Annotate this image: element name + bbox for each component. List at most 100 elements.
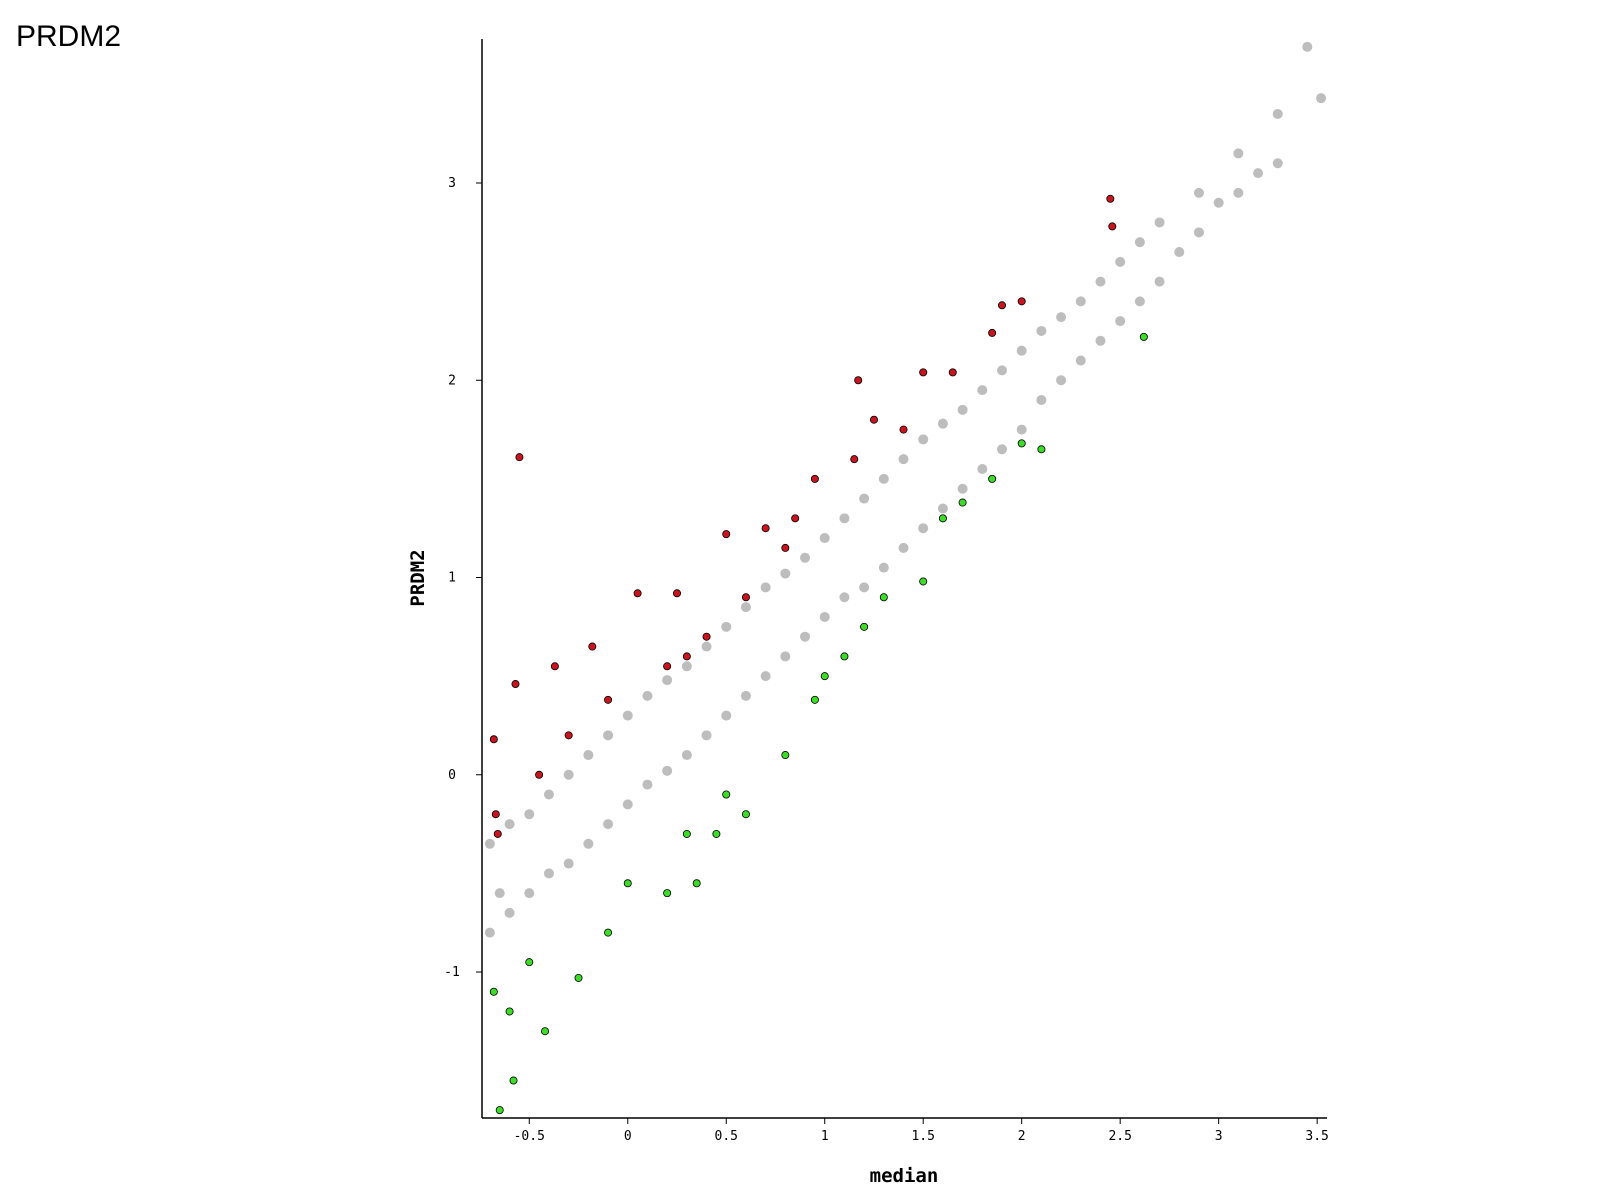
point [588,642,597,651]
point [1036,325,1047,336]
y-tick-label: 1 [448,571,456,586]
point [622,710,633,721]
point [524,888,535,899]
point [1134,237,1145,248]
point [574,973,583,982]
point [919,368,928,377]
point [1095,335,1106,346]
point [839,592,850,603]
point [541,1027,550,1036]
point [1115,256,1126,267]
point [682,829,691,838]
point [810,695,819,704]
point [741,593,750,602]
point [1174,247,1185,258]
point [1213,197,1224,208]
point [860,622,869,631]
x-tick-label: 0 [624,1129,632,1144]
point [918,523,929,534]
x-tick-label: 1.5 [911,1129,934,1144]
point [603,730,614,741]
point [491,810,500,819]
point [957,483,968,494]
point [997,365,1007,376]
point [604,928,613,937]
point [791,514,800,523]
point [681,750,692,761]
point [839,513,850,524]
x-axis-label: median [870,1165,939,1187]
chart-title: PRDM2 [16,20,121,53]
point [1108,222,1117,231]
y-axis-label: PRDM2 [407,549,429,606]
point [682,652,691,661]
point [879,593,888,602]
point [800,552,811,563]
point [550,662,559,671]
point [878,562,889,573]
point [840,652,849,661]
point [701,730,712,741]
point [957,404,968,415]
point [543,789,554,800]
point [1115,316,1126,327]
point [1036,394,1047,405]
point [878,473,889,484]
point [515,453,524,462]
point [819,533,830,544]
point [1017,297,1026,306]
y-tick-label: -1 [444,965,460,980]
point [760,582,771,593]
point [948,368,957,377]
point [1272,108,1283,119]
point [820,672,829,681]
point [800,631,811,642]
point [484,838,495,849]
point [722,790,731,799]
point [642,690,653,701]
point [524,809,535,820]
point [810,474,819,483]
point [1095,276,1106,287]
point [958,498,967,507]
point [859,582,870,593]
point [781,543,790,552]
point [937,418,948,429]
point [1075,296,1086,307]
point [1272,158,1283,169]
point [721,710,732,721]
point [819,611,830,622]
point [1154,217,1165,228]
point [918,434,929,445]
x-tick-label: 2.5 [1108,1129,1131,1144]
point [988,474,997,483]
point [1302,41,1313,52]
point [681,661,692,672]
point [504,907,515,918]
point [1134,296,1145,307]
point [1233,148,1244,159]
point [543,868,554,879]
point [937,503,948,514]
point [563,769,574,780]
point [603,819,614,830]
point [998,301,1007,310]
point [740,690,751,701]
point [859,493,870,504]
point [721,621,732,632]
point [673,589,682,598]
point [854,376,863,385]
point [494,888,505,899]
y-tick-label: 3 [448,176,456,191]
point [623,879,632,888]
point [495,1106,504,1115]
point [642,779,653,790]
point [780,651,791,662]
point [761,524,770,533]
point [663,662,672,671]
point [1037,445,1046,454]
point [509,1076,518,1085]
point [1016,345,1027,356]
point [869,415,878,424]
